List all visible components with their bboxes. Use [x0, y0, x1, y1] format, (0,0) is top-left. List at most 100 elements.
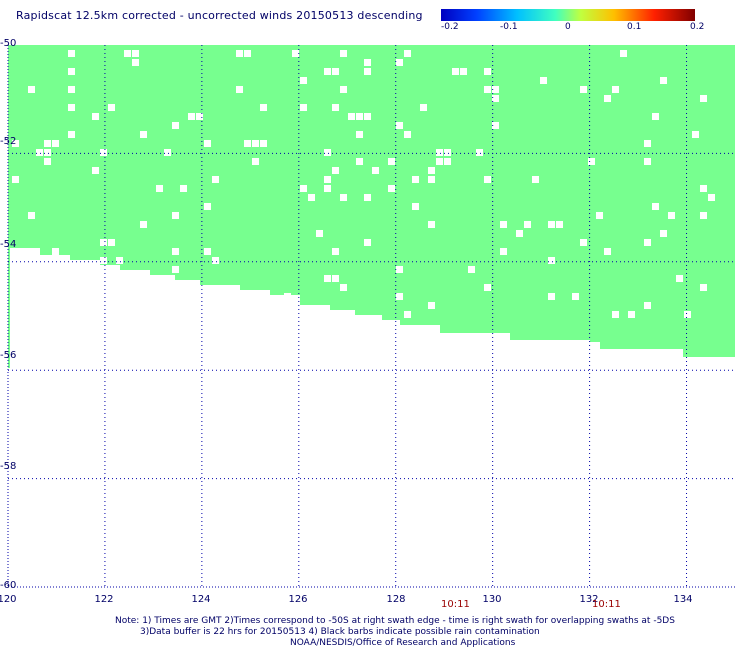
missing-cell	[164, 149, 171, 156]
missing-cell	[676, 275, 683, 282]
missing-cell	[540, 77, 547, 84]
missing-cell	[468, 266, 475, 273]
missing-cell	[428, 176, 435, 183]
missing-cell	[324, 275, 331, 282]
missing-cell	[556, 221, 563, 228]
missing-cell	[132, 59, 139, 66]
missing-cell	[68, 68, 75, 75]
missing-cell	[412, 176, 419, 183]
missing-cell	[212, 257, 219, 264]
missing-cell	[132, 50, 139, 57]
missing-cell	[620, 50, 627, 57]
missing-cell	[436, 158, 443, 165]
missing-cell	[332, 248, 339, 255]
missing-cell	[92, 113, 99, 120]
missing-cell	[228, 293, 235, 300]
missing-cell	[660, 230, 667, 237]
colorbar-tick-0.2: 0.2	[690, 22, 705, 32]
missing-cell	[588, 158, 595, 165]
missing-cell	[260, 104, 267, 111]
missing-cell	[316, 230, 323, 237]
missing-cell	[500, 248, 507, 255]
missing-cell	[100, 239, 107, 246]
missing-cell	[396, 122, 403, 129]
missing-cell	[460, 68, 467, 75]
missing-cell	[284, 302, 291, 309]
missing-cell	[660, 77, 667, 84]
missing-cell	[76, 311, 83, 318]
missing-cell	[12, 140, 19, 147]
missing-cell	[52, 248, 59, 255]
missing-cell	[644, 239, 651, 246]
lon-label-124: 124	[191, 594, 211, 605]
missing-cell	[332, 167, 339, 174]
missing-cell	[548, 257, 555, 264]
missing-cell	[612, 86, 619, 93]
note-line-2: 3)Data buffer is 22 hrs for 20150513 4) …	[140, 627, 540, 637]
missing-cell	[12, 176, 19, 183]
missing-cell	[52, 140, 59, 147]
missing-cell	[492, 86, 499, 93]
missing-cell	[364, 68, 371, 75]
missing-cell	[60, 284, 67, 291]
missing-cell	[324, 149, 331, 156]
missing-cell	[652, 203, 659, 210]
missing-cell	[180, 284, 187, 291]
swath-area	[8, 45, 735, 368]
missing-cell	[300, 104, 307, 111]
missing-cell	[452, 68, 459, 75]
missing-cell	[252, 293, 259, 300]
lon-label-132: 132	[579, 594, 599, 605]
missing-cell	[68, 284, 75, 291]
note-line-1: Note: 1) Times are GMT 2)Times correspon…	[115, 616, 675, 626]
missing-cell	[92, 167, 99, 174]
swath-polygon	[8, 45, 735, 368]
missing-cell	[68, 104, 75, 111]
missing-cell	[420, 104, 427, 111]
missing-cell	[604, 248, 611, 255]
missing-cell	[436, 149, 443, 156]
missing-cell	[428, 167, 435, 174]
note-line-3: NOAA/NESDIS/Office of Research and Appli…	[290, 638, 516, 648]
colorbar-tick-neg-0.1: -0.1	[500, 22, 518, 32]
missing-cell	[92, 284, 99, 291]
missing-cell	[172, 266, 179, 273]
missing-cell	[428, 302, 435, 309]
missing-cell	[484, 68, 491, 75]
missing-cell	[116, 257, 123, 264]
missing-cell	[332, 68, 339, 75]
missing-cell	[172, 122, 179, 129]
missing-cell	[580, 86, 587, 93]
missing-cell	[300, 185, 307, 192]
missing-cell	[68, 131, 75, 138]
missing-cell	[668, 212, 675, 219]
pass-time-1: 10:11	[441, 599, 470, 610]
missing-cell	[700, 284, 707, 291]
missing-data-cells	[12, 50, 715, 318]
missing-cell	[364, 194, 371, 201]
missing-cell	[340, 284, 347, 291]
missing-cell	[700, 212, 707, 219]
missing-cell	[68, 50, 75, 57]
lon-label-128: 128	[386, 594, 406, 605]
missing-cell	[604, 95, 611, 102]
colorbar	[441, 9, 695, 21]
missing-cell	[340, 86, 347, 93]
missing-cell	[356, 131, 363, 138]
missing-cell	[700, 95, 707, 102]
missing-cell	[244, 50, 251, 57]
missing-cell	[108, 104, 115, 111]
missing-cell	[36, 149, 43, 156]
missing-cell	[324, 185, 331, 192]
lat-label-50: -50	[0, 38, 17, 49]
missing-cell	[684, 311, 691, 318]
missing-cell	[340, 50, 347, 57]
missing-cell	[244, 140, 251, 147]
missing-cell	[484, 86, 491, 93]
missing-cell	[388, 158, 395, 165]
missing-cell	[644, 158, 651, 165]
missing-cell	[28, 86, 35, 93]
missing-cell	[324, 176, 331, 183]
missing-cell	[500, 221, 507, 228]
missing-cell	[140, 221, 147, 228]
